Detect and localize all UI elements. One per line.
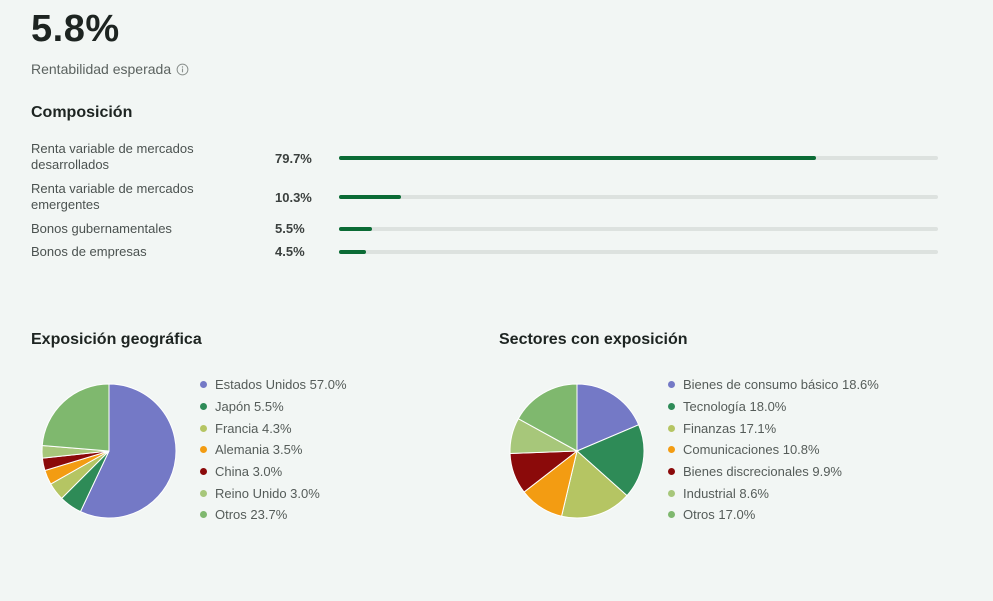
legend-dot — [200, 511, 207, 519]
pie-slice-otros[interactable] — [517, 383, 578, 452]
legend-label: Francia 4.3% — [215, 420, 292, 436]
pie-slice-tecnología[interactable] — [576, 424, 645, 497]
legend-dot — [200, 381, 207, 389]
pie-slice-estados-unidos[interactable] — [79, 383, 177, 519]
expected-return-label-row: Rentabilidad esperada — [31, 61, 189, 77]
composition-row: Renta variable de mercados emergentes 10… — [31, 181, 941, 215]
composition-label: Renta variable de mercados desarrollados — [31, 141, 194, 172]
pie-slice-finanzas[interactable] — [560, 450, 628, 519]
legend-label: Comunicaciones 10.8% — [683, 442, 820, 458]
legend-item: Finanzas 17.1% — [668, 417, 879, 439]
composition-value: 10.3% — [275, 190, 312, 205]
legend-dot — [668, 511, 675, 519]
legend-dot — [668, 424, 675, 432]
legend-item: Otros 17.0% — [668, 504, 879, 526]
legend-dot — [200, 424, 207, 432]
legend-item: Industrial 8.6% — [668, 482, 879, 504]
legend-item: Estados Unidos 57.0% — [200, 374, 347, 396]
legend-item: Bienes de consumo básico 18.6% — [668, 374, 879, 396]
legend-dot — [668, 381, 675, 389]
legend-label: Finanzas 17.1% — [683, 420, 777, 436]
legend-item: Francia 4.3% — [200, 417, 347, 439]
legend-label: Estados Unidos 57.0% — [215, 377, 347, 393]
legend-label: Japón 5.5% — [215, 399, 284, 415]
legend-item: Japón 5.5% — [200, 396, 347, 418]
legend-dot — [200, 403, 207, 411]
composition-row: Bonos de empresas 4.5% — [31, 244, 941, 278]
legend-item: Otros 23.7% — [200, 504, 347, 526]
expected-return-label: Rentabilidad esperada — [31, 61, 172, 77]
sectors-pie-chart — [509, 383, 645, 519]
legend-item: China 3.0% — [200, 461, 347, 483]
composition-value: 5.5% — [275, 221, 305, 236]
legend-label: Reino Unido 3.0% — [215, 485, 320, 501]
composition-row: Bonos gubernamentales 5.5% — [31, 221, 941, 255]
expected-return-value: 5.8% — [31, 8, 120, 50]
legend-dot — [200, 446, 207, 454]
sectors-title: Sectores con exposición — [499, 331, 688, 348]
legend-label: Otros 17.0% — [683, 507, 756, 523]
composition-bar-track — [339, 195, 938, 199]
legend-item: Comunicaciones 10.8% — [668, 439, 879, 461]
legend-dot — [668, 468, 675, 476]
legend-dot — [200, 468, 207, 476]
legend-dot — [668, 446, 675, 454]
legend-item: Alemania 3.5% — [200, 439, 347, 461]
composition-row: Renta variable de mercados desarrollados… — [31, 141, 941, 175]
legend-label: Otros 23.7% — [215, 507, 288, 523]
composition-bar-fill — [339, 227, 372, 231]
composition-label: Renta variable de mercados emergentes — [31, 181, 194, 212]
composition-value: 4.5% — [275, 244, 305, 259]
info-icon[interactable] — [176, 63, 189, 76]
legend-item: Bienes discrecionales 9.9% — [668, 461, 879, 483]
composition-value: 79.7% — [275, 151, 312, 166]
legend-dot — [668, 489, 675, 497]
pie-slice-otros[interactable] — [41, 383, 110, 452]
legend-dot — [668, 403, 675, 411]
legend-label: Bienes discrecionales 9.9% — [683, 464, 842, 480]
composition-bar-track — [339, 250, 938, 254]
geo-title: Exposición geográfica — [31, 331, 202, 348]
legend-label: Tecnología 18.0% — [683, 399, 787, 415]
legend-dot — [200, 489, 207, 497]
composition-bar-track — [339, 227, 938, 231]
composition-bar-fill — [339, 195, 401, 199]
legend-label: Industrial 8.6% — [683, 485, 769, 501]
legend-label: China 3.0% — [215, 464, 283, 480]
sectors-legend: Bienes de consumo básico 18.6% Tecnologí… — [668, 374, 879, 526]
composition-title: Composición — [31, 104, 133, 121]
pie-slice-bienes-de-consumo-básico[interactable] — [576, 383, 640, 452]
composition-bar-fill — [339, 156, 817, 160]
composition-label: Bonos de empresas — [31, 244, 147, 259]
legend-item: Tecnología 18.0% — [668, 396, 879, 418]
composition-label: Bonos gubernamentales — [31, 221, 172, 236]
legend-label: Bienes de consumo básico 18.6% — [683, 377, 879, 393]
geo-legend: Estados Unidos 57.0% Japón 5.5% Francia … — [200, 374, 347, 526]
legend-item: Reino Unido 3.0% — [200, 482, 347, 504]
legend-label: Alemania 3.5% — [215, 442, 303, 458]
composition-bar-track — [339, 156, 938, 160]
composition-bar-fill — [339, 250, 366, 254]
geo-pie-chart — [41, 383, 177, 519]
